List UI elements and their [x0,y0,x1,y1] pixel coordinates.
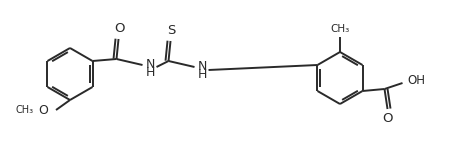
Text: OH: OH [407,74,426,88]
Text: H: H [146,67,155,79]
Text: H: H [198,69,207,81]
Text: CH₃: CH₃ [16,105,34,115]
Text: O: O [38,104,48,116]
Text: CH₃: CH₃ [330,24,350,34]
Text: O: O [382,112,393,124]
Text: S: S [168,24,176,38]
Text: N: N [146,59,155,71]
Text: N: N [198,60,207,74]
Text: O: O [114,22,125,36]
